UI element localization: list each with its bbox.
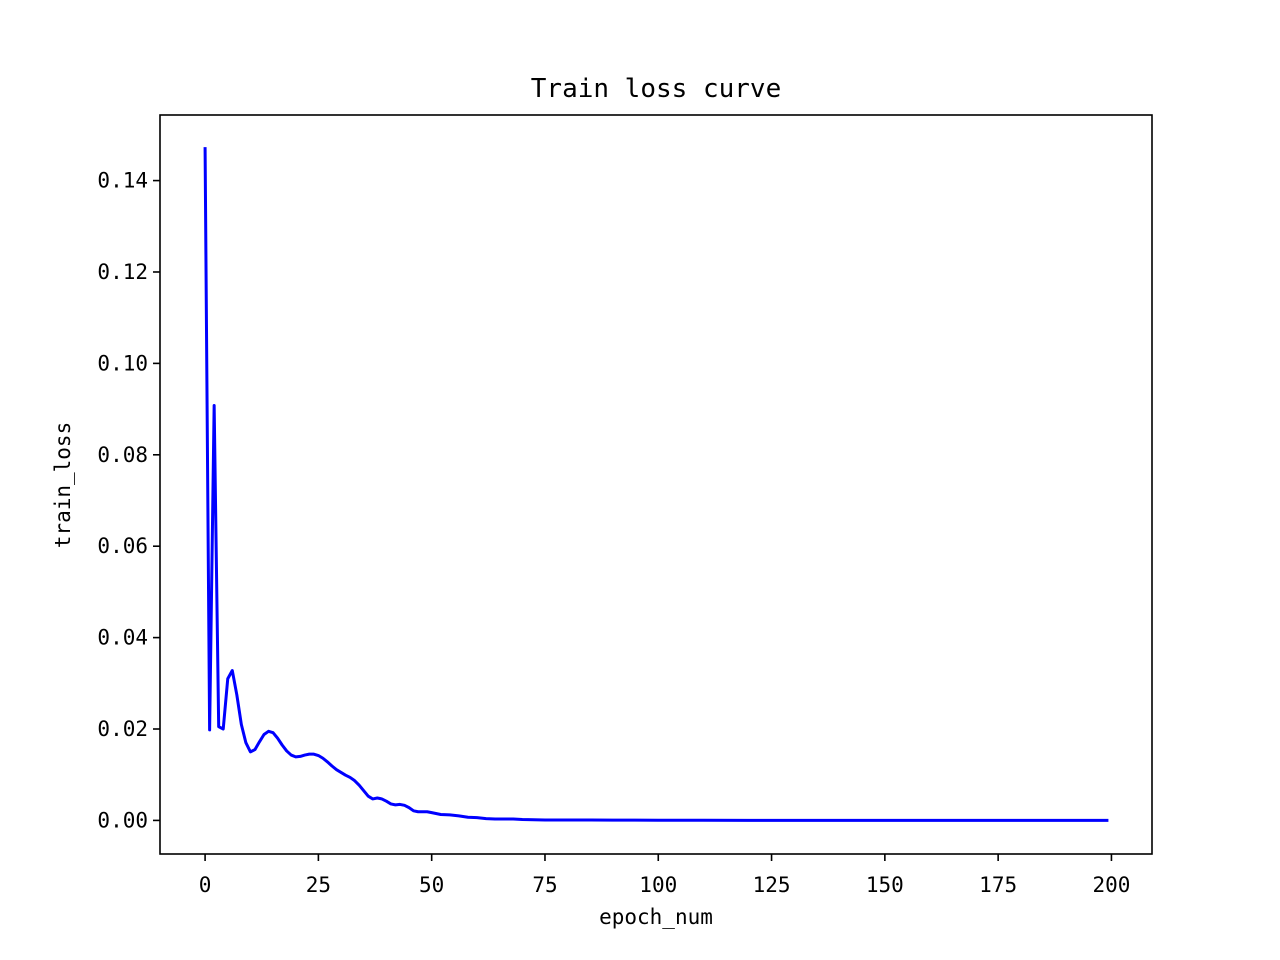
y-tick-label: 0.00 (97, 808, 148, 832)
x-tick-label: 75 (532, 873, 557, 897)
y-tick-label: 0.10 (97, 351, 148, 375)
train-loss-line (203, 147, 1109, 822)
x-tick-label: 125 (753, 873, 791, 897)
y-tick-label: 0.04 (97, 626, 148, 650)
y-tick-label: 0.08 (97, 443, 148, 467)
x-tick-label: 25 (306, 873, 331, 897)
plot-frame (159, 114, 1153, 855)
x-axis-label: epoch_num (599, 905, 713, 929)
x-tick-label: 50 (419, 873, 444, 897)
y-tick-label: 0.12 (97, 260, 148, 284)
x-tick-label: 100 (639, 873, 677, 897)
x-tick-label: 0 (199, 873, 212, 897)
x-tick-label: 200 (1092, 873, 1130, 897)
y-tick-label: 0.06 (97, 534, 148, 558)
x-tick-label: 175 (979, 873, 1017, 897)
x-tick-label: 150 (866, 873, 904, 897)
chart-title: Train loss curve (531, 74, 781, 104)
y-tick-label: 0.14 (97, 169, 148, 193)
y-tick-label: 0.02 (97, 717, 148, 741)
y-axis-label: train_loss (51, 422, 75, 548)
